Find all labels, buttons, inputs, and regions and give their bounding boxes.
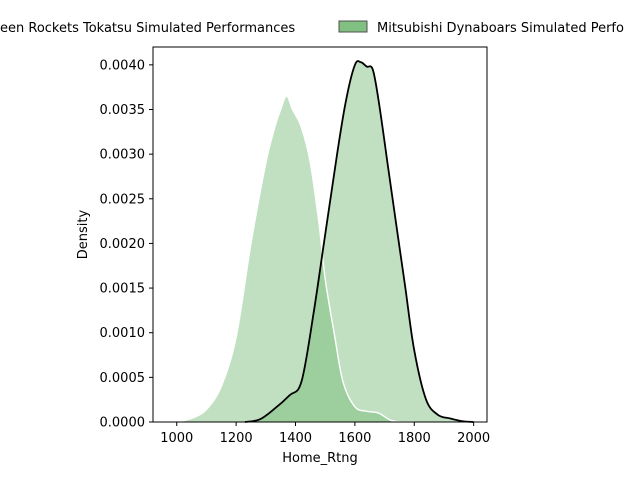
legend-label-mitsubishi: Mitsubishi Dynaboars Simulated Perfo bbox=[377, 21, 624, 36]
legend-label-green-rockets: een Rockets Tokatsu Simulated Performanc… bbox=[0, 21, 295, 36]
x-tick-label: 1200 bbox=[220, 431, 253, 446]
x-tick-label: 2000 bbox=[457, 431, 490, 446]
plot-frame bbox=[152, 46, 488, 423]
y-tick-label: 0.0010 bbox=[100, 326, 146, 341]
density-line-0 bbox=[176, 95, 415, 423]
legend: een Rockets Tokatsu Simulated Performanc… bbox=[0, 20, 624, 36]
y-tick-label: 0.0000 bbox=[100, 416, 146, 431]
y-tick-label: 0.0040 bbox=[100, 58, 146, 73]
y-tick-label: 0.0015 bbox=[100, 282, 146, 297]
legend-patch-mitsubishi bbox=[338, 20, 368, 33]
y-tick-label: 0.0005 bbox=[100, 371, 146, 386]
x-tick-label: 1800 bbox=[398, 431, 431, 446]
x-tick-label: 1000 bbox=[160, 431, 193, 446]
x-tick-label: 1400 bbox=[279, 431, 312, 446]
y-tick-label: 0.0035 bbox=[100, 103, 146, 118]
density-area-0 bbox=[176, 96, 415, 422]
y-tick-label: 0.0025 bbox=[100, 192, 146, 207]
density-area-1 bbox=[245, 61, 474, 423]
y-axis-label: Density bbox=[76, 209, 91, 259]
x-tick-label: 1600 bbox=[338, 431, 371, 446]
x-axis: 1000 1200 1400 1600 1800 2000 bbox=[160, 422, 490, 446]
x-axis-label: Home_Rtng bbox=[282, 451, 358, 466]
density-lines bbox=[176, 60, 474, 423]
y-tick-label: 0.0030 bbox=[100, 148, 146, 163]
y-axis: 0.0000 0.0005 0.0010 0.0015 0.0020 0.0025 0.00… bbox=[100, 58, 153, 431]
y-tick-label: 0.0020 bbox=[100, 237, 146, 252]
density-fills bbox=[176, 61, 474, 423]
density-line-1 bbox=[244, 60, 474, 423]
